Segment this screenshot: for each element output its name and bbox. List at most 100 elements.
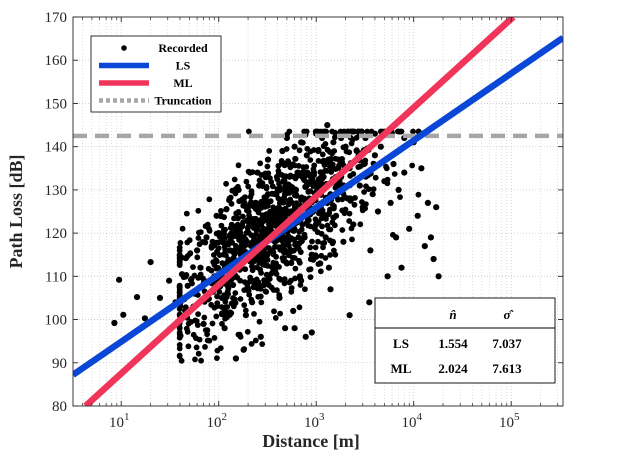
recorded-point <box>232 355 239 362</box>
recorded-point <box>390 231 396 238</box>
recorded-point <box>368 128 375 135</box>
recorded-point <box>351 201 358 208</box>
recorded-point <box>257 160 264 167</box>
recorded-point <box>359 207 366 214</box>
recorded-point <box>184 239 191 246</box>
recorded-point <box>120 311 127 318</box>
recorded-point <box>256 318 263 325</box>
y-tick-label: 130 <box>45 183 68 199</box>
recorded-point <box>310 166 317 173</box>
recorded-point <box>176 284 183 290</box>
recorded-point <box>264 163 271 170</box>
recorded-point <box>258 222 265 229</box>
recorded-point <box>222 247 229 254</box>
recorded-point <box>256 255 263 261</box>
recorded-point <box>286 242 292 249</box>
recorded-point <box>201 314 208 321</box>
recorded-point <box>285 198 292 204</box>
x-tick-label: 105 <box>499 411 520 431</box>
recorded-point <box>241 346 248 352</box>
recorded-point <box>331 203 337 210</box>
recorded-point <box>331 148 338 154</box>
recorded-point <box>116 276 123 283</box>
recorded-point <box>223 180 230 187</box>
recorded-point <box>330 214 336 221</box>
recorded-point <box>211 335 218 341</box>
recorded-point <box>270 249 277 256</box>
recorded-point <box>330 139 337 146</box>
recorded-point <box>303 152 310 159</box>
recorded-point <box>307 244 314 251</box>
recorded-point <box>313 220 319 227</box>
recorded-point <box>267 175 273 182</box>
recorded-point <box>263 184 270 190</box>
recorded-point <box>213 230 220 237</box>
recorded-point <box>346 312 353 319</box>
recorded-point <box>280 257 287 264</box>
recorded-point <box>243 230 250 236</box>
recorded-point <box>176 244 183 251</box>
recorded-point <box>374 208 382 215</box>
recorded-point <box>343 148 350 155</box>
recorded-point <box>218 222 225 229</box>
recorded-point <box>322 234 329 241</box>
recorded-point <box>227 225 234 231</box>
recorded-point <box>243 178 250 185</box>
recorded-point <box>347 195 353 202</box>
recorded-point <box>286 128 293 135</box>
recorded-point <box>241 279 248 285</box>
recorded-point <box>318 230 325 237</box>
recorded-point <box>369 191 376 198</box>
parameter-table: n̂ σ̂ LS 1.554 7.037 ML 2.024 7.613 <box>374 297 556 384</box>
recorded-point <box>295 234 302 241</box>
recorded-point <box>196 336 203 343</box>
recorded-point <box>291 236 297 243</box>
recorded-point <box>195 350 202 357</box>
recorded-point <box>377 143 384 150</box>
recorded-point <box>326 210 333 217</box>
recorded-point <box>274 176 281 183</box>
legend-label: Truncation <box>154 94 211 108</box>
recorded-point <box>281 276 288 282</box>
ls-fit-line <box>73 35 563 378</box>
recorded-point <box>321 240 328 246</box>
x-tick-label: 101 <box>109 411 130 431</box>
recorded-point <box>235 331 242 338</box>
recorded-point <box>265 274 272 281</box>
recorded-point <box>225 241 232 248</box>
recorded-point <box>232 190 239 197</box>
y-tick-label: 100 <box>45 313 68 329</box>
recorded-point <box>301 231 308 238</box>
legend: Recorded LS ML Truncation <box>90 35 222 113</box>
recorded-point <box>211 252 217 258</box>
x-tick-label: 102 <box>206 411 227 431</box>
recorded-point <box>176 345 183 352</box>
x-tick-label: 103 <box>304 411 325 431</box>
recorded-point <box>414 212 421 219</box>
plot-frame <box>72 16 564 407</box>
recorded-point <box>166 277 173 284</box>
series-layer <box>73 17 563 406</box>
recorded-point <box>255 209 262 216</box>
table-cell: 7.613 <box>492 361 522 376</box>
recorded-point <box>271 308 277 315</box>
recorded-point <box>192 317 199 324</box>
recorded-point <box>241 287 248 293</box>
recorded-point <box>195 207 202 214</box>
recorded-point <box>261 232 268 239</box>
recorded-point <box>289 254 296 261</box>
recorded-point <box>331 222 338 229</box>
recorded-point <box>213 313 220 320</box>
recorded-point <box>312 216 319 223</box>
recorded-point <box>430 255 437 263</box>
recorded-point <box>315 261 322 267</box>
recorded-point <box>296 228 303 235</box>
recorded-point <box>282 181 289 188</box>
recorded-point <box>242 194 249 201</box>
recorded-point <box>387 199 394 206</box>
recorded-point <box>290 161 296 168</box>
recorded-point <box>215 245 222 252</box>
recorded-point <box>228 300 235 307</box>
recorded-point <box>315 238 321 245</box>
recorded-point <box>176 252 183 259</box>
